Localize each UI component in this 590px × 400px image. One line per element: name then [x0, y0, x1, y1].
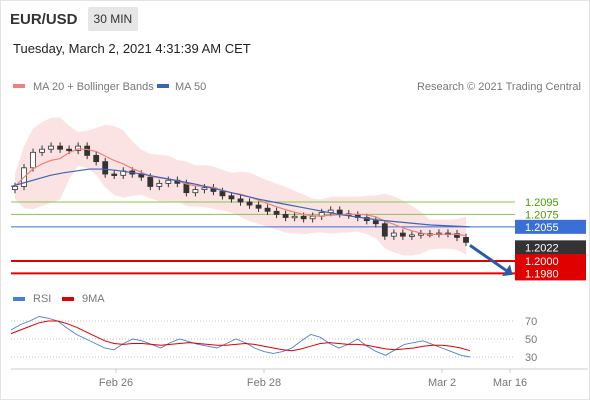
bollinger-fill	[15, 117, 466, 256]
candle-body	[237, 198, 244, 203]
candle-body	[12, 186, 18, 190]
support-label-box	[515, 254, 586, 268]
candle-body	[273, 210, 280, 215]
x-axis: Feb 26 Feb 28 Mar 2 Mar 16	[99, 369, 527, 389]
forecast-arrow-shaft	[469, 244, 507, 272]
candle-body	[300, 215, 307, 220]
rsi-legend-swatch	[13, 297, 25, 301]
forecast-arrow	[469, 244, 513, 277]
candle-body	[381, 223, 388, 237]
candle-body	[408, 234, 415, 237]
ma50-legend-swatch	[157, 84, 169, 88]
last-price-label: 1.2022	[525, 242, 559, 254]
ma50-line	[10, 168, 471, 228]
rsi-legend-label: RSI	[33, 293, 51, 305]
ma20-line	[14, 148, 467, 237]
candle-body	[246, 201, 253, 206]
ma50-legend-label: MA 50	[175, 81, 206, 93]
candle-body	[399, 232, 406, 237]
symbol-title: EUR/USD	[10, 10, 78, 28]
moving-averages	[10, 148, 471, 237]
rsi-line	[10, 316, 471, 358]
ma9-legend-label: 9MA	[82, 293, 105, 305]
x-tick-label: Feb 26	[99, 377, 133, 389]
candle-body	[282, 214, 289, 218]
candle-body	[228, 195, 235, 200]
candle-body	[84, 145, 91, 156]
pivot-label: 1.2055	[525, 222, 559, 234]
candle-body	[309, 215, 316, 220]
ma20-legend-label: MA 20 + Bollinger Bands	[33, 81, 154, 93]
bollinger-band	[15, 117, 466, 256]
candle-body	[390, 232, 397, 237]
candle-body	[264, 207, 271, 212]
rsi-level-label: 70	[525, 316, 537, 328]
candle-body	[192, 189, 199, 194]
candle-body	[48, 145, 54, 150]
candle-body	[201, 187, 208, 190]
candle-body	[463, 236, 469, 243]
chart-datetime: Tuesday, March 2, 2021 4:31:39 AM CET	[13, 41, 251, 56]
interval-button[interactable]: 30 MIN	[87, 7, 139, 31]
ma9-legend-swatch	[62, 297, 74, 301]
candle-body	[454, 233, 460, 238]
candle-body	[417, 233, 424, 236]
x-tick-label: Mar 2	[428, 377, 456, 389]
rsi-panel: 70 50 30	[10, 316, 537, 364]
ma20-legend-swatch	[13, 84, 25, 88]
forecast-arrow-head	[502, 264, 513, 277]
candle-body	[57, 145, 63, 150]
resistance-label: 1.2095	[525, 197, 559, 209]
candle-body	[66, 148, 73, 152]
x-tick-label: Mar 16	[493, 377, 527, 389]
candle-body	[102, 161, 109, 175]
candle-body	[255, 204, 262, 209]
rsi-level-label: 50	[525, 334, 537, 346]
candle-body	[165, 179, 172, 184]
resistance-label: 1.2075	[525, 209, 559, 221]
last-price-label-box	[515, 240, 586, 255]
chart-header: EUR/USD 30 MIN	[6, 6, 139, 32]
rsi-ma9-line	[10, 320, 471, 352]
candle-body	[336, 209, 343, 215]
support-label-box	[515, 266, 586, 281]
credit-text: Research © 2021 Trading Central	[417, 81, 581, 93]
candle-body	[75, 145, 82, 151]
rsi-level-label: 30	[525, 352, 537, 364]
candle-body	[291, 215, 298, 219]
candle-body	[219, 191, 226, 197]
candle-body	[147, 176, 154, 187]
pivot-label-box	[515, 219, 586, 234]
support-label: 1.2000	[525, 256, 559, 268]
candle-body	[111, 173, 118, 176]
candle-body	[30, 151, 36, 169]
candle-body	[156, 182, 163, 187]
candle-body	[93, 155, 100, 163]
candle-body	[372, 220, 379, 225]
support-label: 1.1980	[525, 268, 559, 280]
candle-body	[39, 148, 45, 153]
x-tick-label: Feb 28	[247, 377, 281, 389]
